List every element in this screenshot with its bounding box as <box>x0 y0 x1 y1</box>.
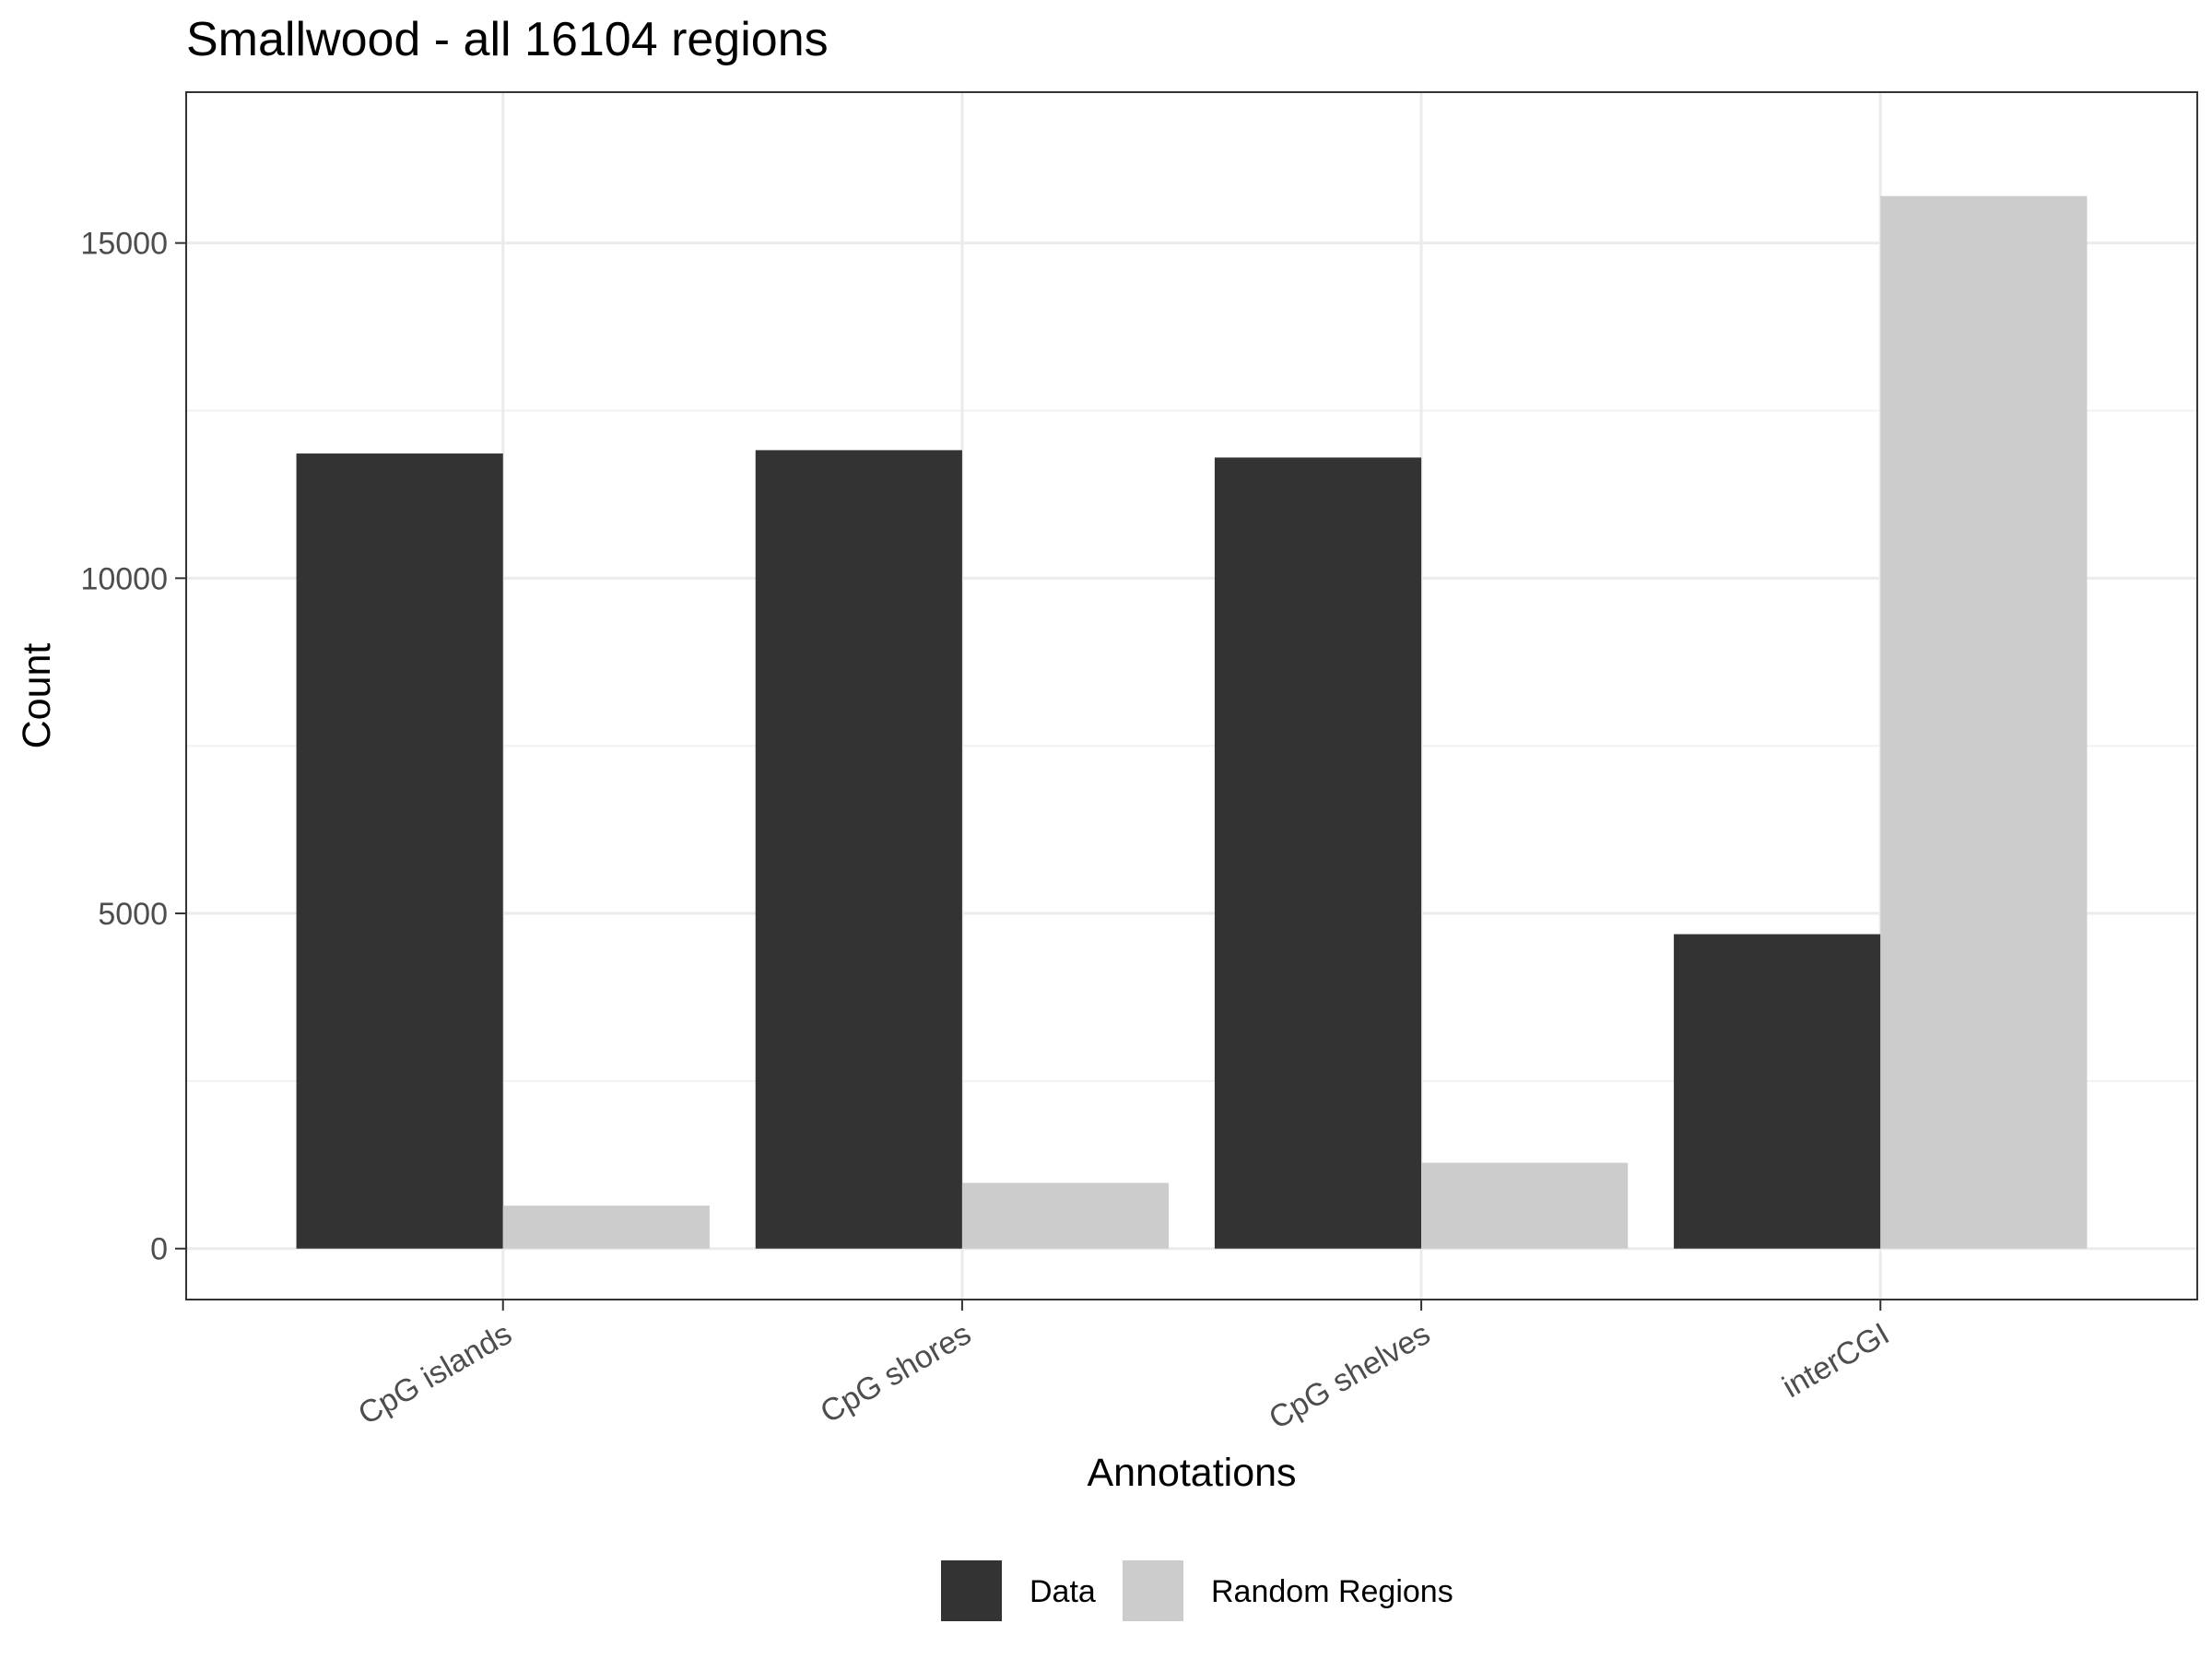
y-axis-title: Count <box>15 643 59 749</box>
bar-data-intercgi <box>1674 934 1881 1249</box>
bar-data-cpg-shores <box>755 450 962 1249</box>
y-tick-label: 0 <box>150 1232 168 1267</box>
legend: Data Random Regions <box>941 1560 1453 1621</box>
bar-random-regions-cpg-shores <box>961 1182 1170 1249</box>
y-tick-label: 15000 <box>80 227 168 262</box>
bar-random-regions-cpg-islands <box>502 1206 710 1249</box>
bar-random-regions-cpg-shelves <box>1421 1162 1629 1249</box>
x-axis-title: Annotations <box>1087 1451 1296 1495</box>
y-tick-label: 10000 <box>80 561 168 596</box>
chart-title: Smallwood - all 16104 regions <box>186 13 829 66</box>
legend-key <box>941 1560 1002 1621</box>
legend-label: Data <box>1030 1574 1096 1609</box>
bar-random-regions-intercgi <box>1880 195 2088 1249</box>
bar-data-cpg-shelves <box>1214 457 1422 1249</box>
y-tick-label: 5000 <box>98 897 168 932</box>
legend-label: Random Regions <box>1211 1574 1453 1609</box>
plot-panel-border <box>185 91 2198 1300</box>
bars <box>296 195 2088 1249</box>
legend-key <box>1123 1560 1183 1621</box>
bar-data-cpg-islands <box>296 453 503 1249</box>
